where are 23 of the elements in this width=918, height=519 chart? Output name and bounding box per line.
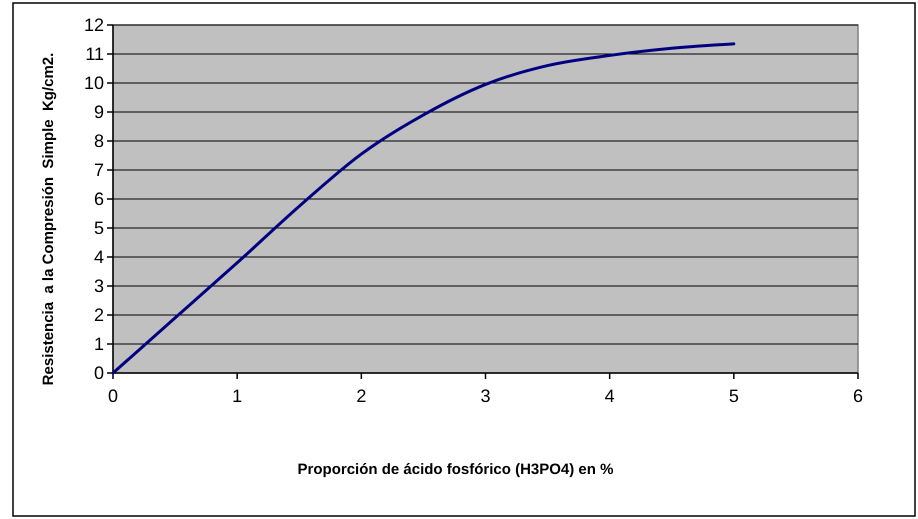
line-series [112,42,736,374]
x-tick-label: 3 [480,386,491,406]
x-tick-label: 1 [232,386,242,406]
y-tick-label: 7 [94,160,104,180]
x-tick-label: 2 [356,386,366,406]
y-tick-label: 9 [94,102,104,122]
y-tick-label: 5 [94,218,104,238]
x-tick-label: 0 [108,386,118,406]
y-axis-title: Resistencia a la Compresión Simple Kg/cm2. [40,52,57,386]
y-tick-label: 4 [94,246,104,267]
y-tick-label: 0 [94,362,104,383]
y-tick-label: 2 [94,304,104,325]
x-tick-label: 6 [852,386,864,406]
y-tick-label: 1 [94,334,104,354]
x-tick-label: 5 [728,386,739,406]
y-tick-label: 10 [84,72,104,93]
y-tick-label: 8 [94,130,104,151]
y-tick-label: 11 [85,44,104,64]
x-tick-label: 4 [604,386,615,406]
y-tick-label: 12 [84,14,104,35]
x-axis-title: Proporción de ácido fosfórico (H3PO4) en % [298,461,614,478]
y-tick-label: 3 [94,276,104,296]
y-tick-label: 6 [94,188,104,209]
